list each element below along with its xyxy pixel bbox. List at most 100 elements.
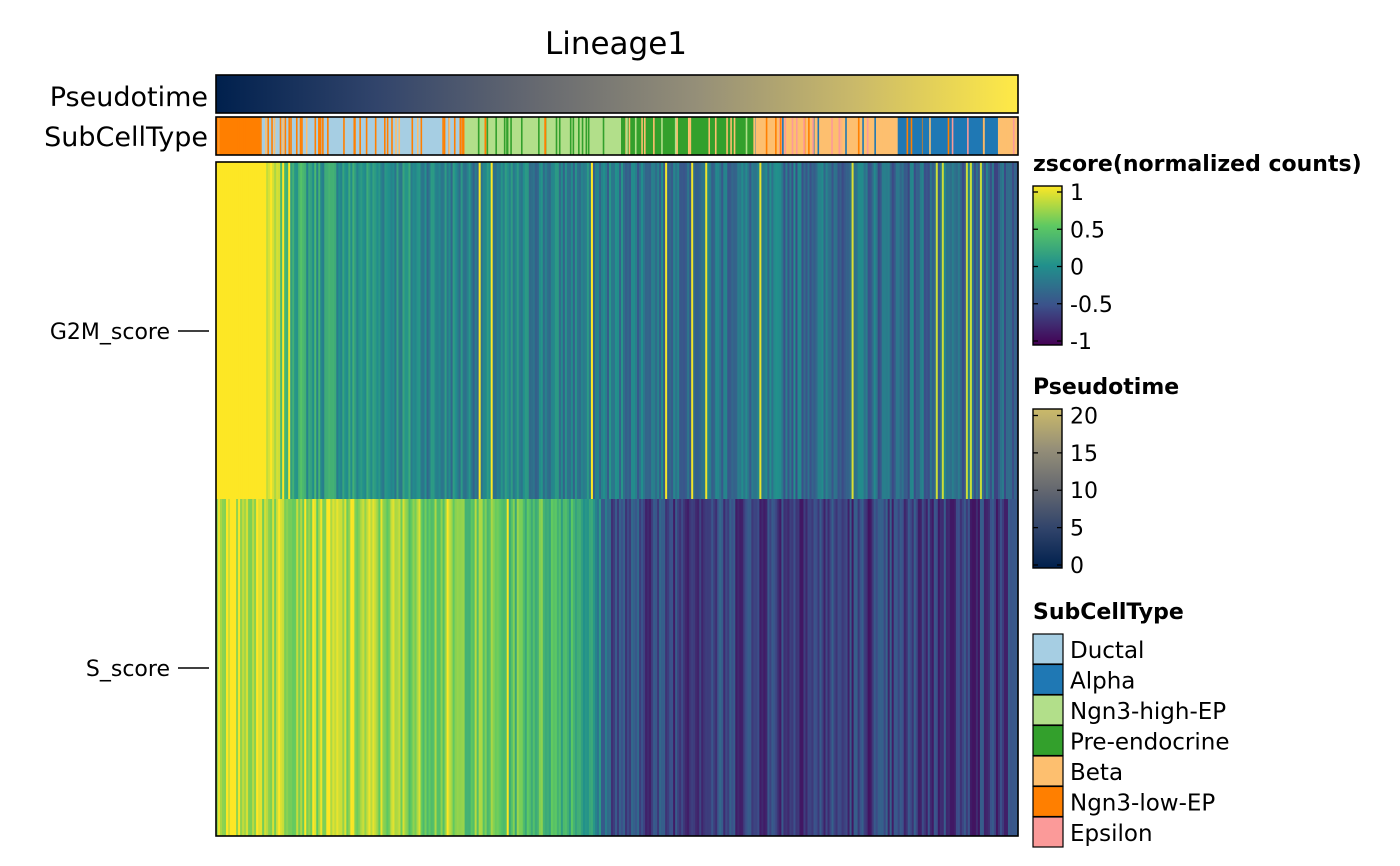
heatmap-cell	[350, 162, 353, 499]
heatmap-cell	[334, 499, 337, 836]
heatmap-cell	[440, 499, 444, 836]
heatmap-cell	[520, 162, 524, 499]
heatmap-cell	[801, 499, 805, 836]
heatmap-cell	[677, 162, 680, 499]
heatmap-cell	[619, 162, 622, 499]
heatmap-cell	[769, 162, 772, 499]
heatmap-cell	[286, 162, 289, 499]
heatmap-cell	[396, 162, 400, 499]
heatmap-cell	[647, 499, 650, 836]
heatmap-cell	[705, 499, 708, 836]
subcelltype-cell	[806, 117, 809, 155]
heatmap-cell	[873, 499, 877, 836]
heatmap-cell	[841, 499, 845, 836]
heatmap-cell	[993, 162, 997, 499]
heatmap-cell	[881, 162, 885, 499]
heatmap-cell	[582, 162, 586, 499]
heatmap-cell	[759, 162, 762, 499]
heatmap-cell	[879, 499, 883, 836]
heatmap-cell	[1003, 499, 1007, 836]
subcelltype-cell	[295, 117, 298, 155]
heatmap-cell	[348, 162, 351, 499]
heatmap-cell	[657, 499, 660, 836]
heatmap-cell	[550, 499, 554, 836]
heatmap-cell	[558, 499, 562, 836]
heatmap-cell	[228, 499, 231, 836]
heatmap-cell	[570, 162, 574, 499]
subcelltype-cell	[585, 117, 588, 155]
heatmap-cell	[629, 499, 632, 836]
heatmap-cell	[805, 499, 809, 836]
subcelltype-cell	[314, 117, 317, 155]
heatmap-cell	[298, 499, 301, 836]
heatmap-cell	[703, 499, 706, 836]
heatmap-cell	[424, 162, 428, 499]
subcelltype-cell	[644, 117, 646, 155]
heatmap-cell	[430, 162, 434, 499]
heatmap-cell	[825, 162, 829, 499]
subcelltype-cell	[951, 117, 954, 155]
heatmap-cell	[661, 162, 664, 499]
subcelltype-cell	[442, 117, 444, 155]
heatmap-cell	[502, 499, 506, 836]
heatmap-cell	[721, 162, 724, 499]
heatmap-cell	[474, 499, 478, 836]
heatmap-cell	[765, 499, 768, 836]
subcelltype-cell	[857, 117, 860, 155]
heatmap-cell	[851, 499, 855, 836]
heatmap-cell	[633, 499, 636, 836]
legend-swatch	[1032, 785, 1064, 818]
heatmap-cell	[548, 162, 552, 499]
heatmap-cell	[621, 499, 624, 836]
heatmap-cell	[741, 499, 744, 836]
heatmap-cell	[623, 162, 626, 499]
heatmap-cell	[516, 499, 520, 836]
heatmap-cell	[1013, 162, 1017, 499]
subcelltype-cell	[327, 117, 329, 155]
heatmap-cell	[909, 162, 913, 499]
heatmap-cell	[240, 162, 243, 499]
heatmap-cell	[903, 162, 907, 499]
heatmap-cell	[811, 162, 815, 499]
heatmap-cell	[827, 162, 831, 499]
heatmap-cell	[733, 162, 736, 499]
heatmap-cell	[536, 162, 540, 499]
subcelltype-cell	[922, 117, 925, 155]
heatmap-cell	[512, 499, 516, 836]
heatmap-cell	[494, 162, 498, 499]
subcelltype-cell	[795, 117, 798, 155]
heatmap-cell	[663, 499, 666, 836]
heatmap-cell	[1005, 499, 1009, 836]
heatmap-cell	[314, 499, 317, 836]
heatmap-cell	[532, 499, 536, 836]
heatmap-cell	[649, 499, 652, 836]
heatmap-cell	[863, 499, 867, 836]
heatmap-cell	[895, 162, 899, 499]
heatmap-cell	[691, 162, 694, 499]
heatmap-cell	[739, 162, 742, 499]
subcelltype-cell	[319, 117, 322, 155]
subcelltype-cell	[265, 117, 267, 155]
heatmap-cell	[787, 499, 791, 836]
heatmap-cell	[881, 499, 885, 836]
heatmap-cell	[953, 499, 957, 836]
heatmap-cell	[961, 499, 965, 836]
heatmap-cell	[667, 162, 670, 499]
heatmap-cell	[564, 499, 568, 836]
heatmap-cell	[284, 162, 287, 499]
subcelltype-cell	[503, 117, 506, 155]
heatmap-cell	[484, 499, 488, 836]
heatmap-cell	[432, 499, 436, 836]
heatmap-cell	[612, 162, 616, 499]
subcelltype-cell	[784, 117, 787, 155]
heatmap-cell	[600, 499, 604, 836]
heatmap-cell	[899, 499, 903, 836]
heatmap-cell	[717, 162, 720, 499]
heatmap-cell	[965, 499, 969, 836]
zscore-colorbar	[1033, 186, 1062, 345]
heatmap-cell	[290, 499, 293, 836]
heatmap-cell	[486, 499, 490, 836]
heatmap-cell	[480, 499, 484, 836]
heatmap-cell	[476, 162, 480, 499]
heatmap-cell	[218, 499, 221, 836]
